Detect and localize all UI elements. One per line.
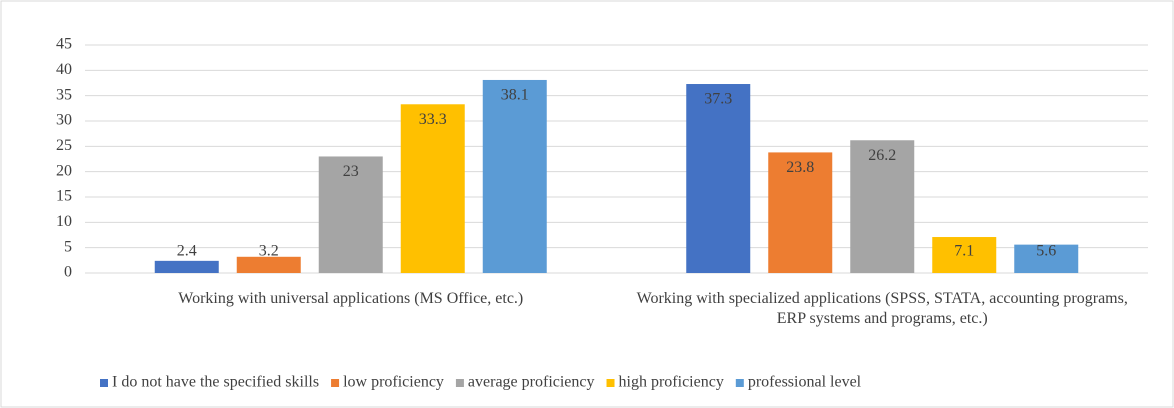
legend-label: high proficiency: [619, 374, 724, 391]
bar: [154, 260, 219, 273]
bar: [686, 84, 751, 273]
legend-swatch: [331, 379, 340, 387]
y-tick-label: 0: [64, 264, 72, 281]
y-tick-label: 10: [56, 213, 72, 230]
y-tick-label: 30: [56, 112, 72, 129]
bar: [932, 237, 997, 273]
data-label: 3.2: [259, 242, 279, 259]
y-tick-label: 20: [56, 162, 72, 179]
y-tick-label: 25: [56, 137, 72, 154]
y-tick-label: 15: [56, 188, 72, 205]
legend-swatch: [455, 379, 464, 387]
bar: [768, 152, 833, 273]
bar: [850, 140, 915, 273]
data-label: 23: [343, 163, 359, 180]
legend-label: I do not have the specified skills: [112, 374, 319, 391]
data-label: 23.8: [786, 159, 814, 176]
data-label: 2.4: [177, 242, 197, 259]
y-tick-label: 40: [56, 61, 72, 78]
bar: [400, 104, 465, 273]
data-label: 7.1: [954, 242, 974, 259]
data-label: 37.3: [704, 91, 732, 108]
legend-swatch: [100, 379, 108, 387]
legend-label: average proficiency: [468, 374, 595, 391]
legend-swatch: [735, 379, 744, 387]
y-tick-label: 45: [56, 36, 72, 53]
bar: [482, 79, 547, 274]
legend-label: professional level: [748, 374, 862, 391]
y-tick-label: 5: [64, 238, 72, 255]
data-label: 5.6: [1036, 242, 1056, 259]
y-tick-label: 35: [56, 86, 72, 103]
bar: [318, 156, 383, 273]
legend-swatch: [606, 379, 615, 387]
legend-label: low proficiency: [343, 374, 444, 391]
data-label: 26.2: [868, 147, 896, 164]
data-label: 33.3: [419, 111, 447, 128]
bar: [236, 256, 301, 273]
x-tick-label: Working with universal applications (MS …: [178, 290, 524, 307]
bar: [1014, 244, 1079, 273]
data-label: 38.1: [501, 87, 529, 104]
x-tick-label: Working with specialized applications (S…: [636, 290, 1128, 327]
